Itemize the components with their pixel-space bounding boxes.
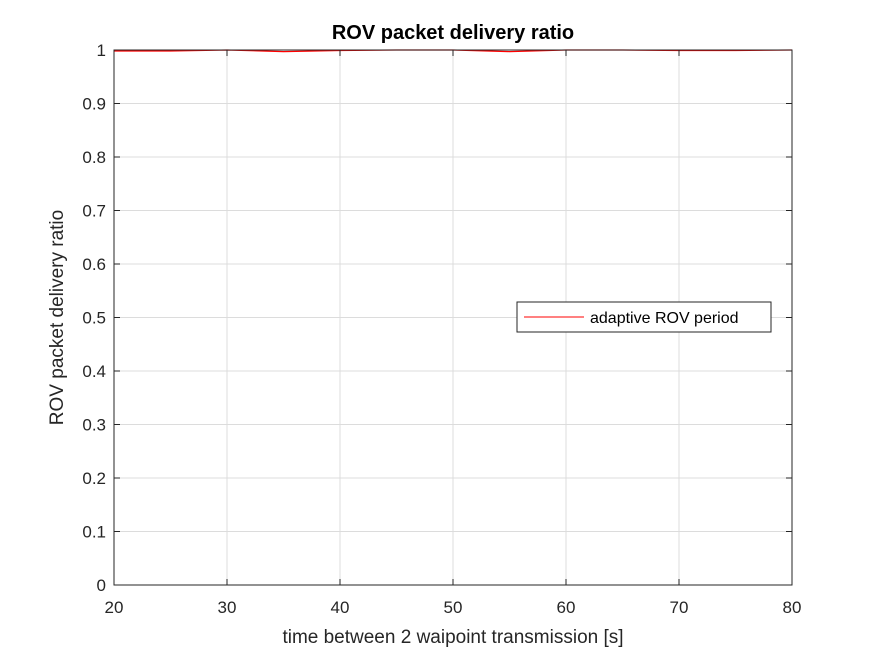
y-tick-labels: 0 0.1 0.2 0.3 0.4 0.5 0.6 0.7 0.8 0.9 1 [82,41,106,595]
x-tick-label: 30 [218,598,237,617]
legend: adaptive ROV period [516,301,772,333]
x-tick-label: 70 [670,598,689,617]
y-tick-label: 1 [97,41,106,60]
chart-title: ROV packet delivery ratio [332,22,574,44]
tick-marks [113,49,793,586]
y-tick-label: 0 [97,576,106,595]
y-tick-label: 0.1 [82,523,106,542]
y-tick-label: 0.5 [82,309,106,328]
x-tick-labels: 20 30 40 50 60 70 80 [105,598,802,617]
x-axis-label: time between 2 waipoint transmission [s] [282,627,623,648]
legend-label-adaptive-rov-period: adaptive ROV period [590,310,739,327]
y-tick-label: 0.2 [82,469,106,488]
y-tick-label: 0.4 [82,362,106,381]
y-tick-label: 0.9 [82,95,106,114]
x-tick-label: 20 [105,598,124,617]
y-tick-label: 0.7 [82,202,106,221]
x-tick-label: 40 [331,598,350,617]
y-axis-label: ROV packet delivery ratio [47,210,68,425]
y-tick-label: 0.8 [82,148,106,167]
y-tick-label: 0.3 [82,416,106,435]
x-tick-label: 50 [444,598,463,617]
y-tick-label: 0.6 [82,255,106,274]
x-tick-label: 60 [557,598,576,617]
x-tick-label: 80 [783,598,802,617]
